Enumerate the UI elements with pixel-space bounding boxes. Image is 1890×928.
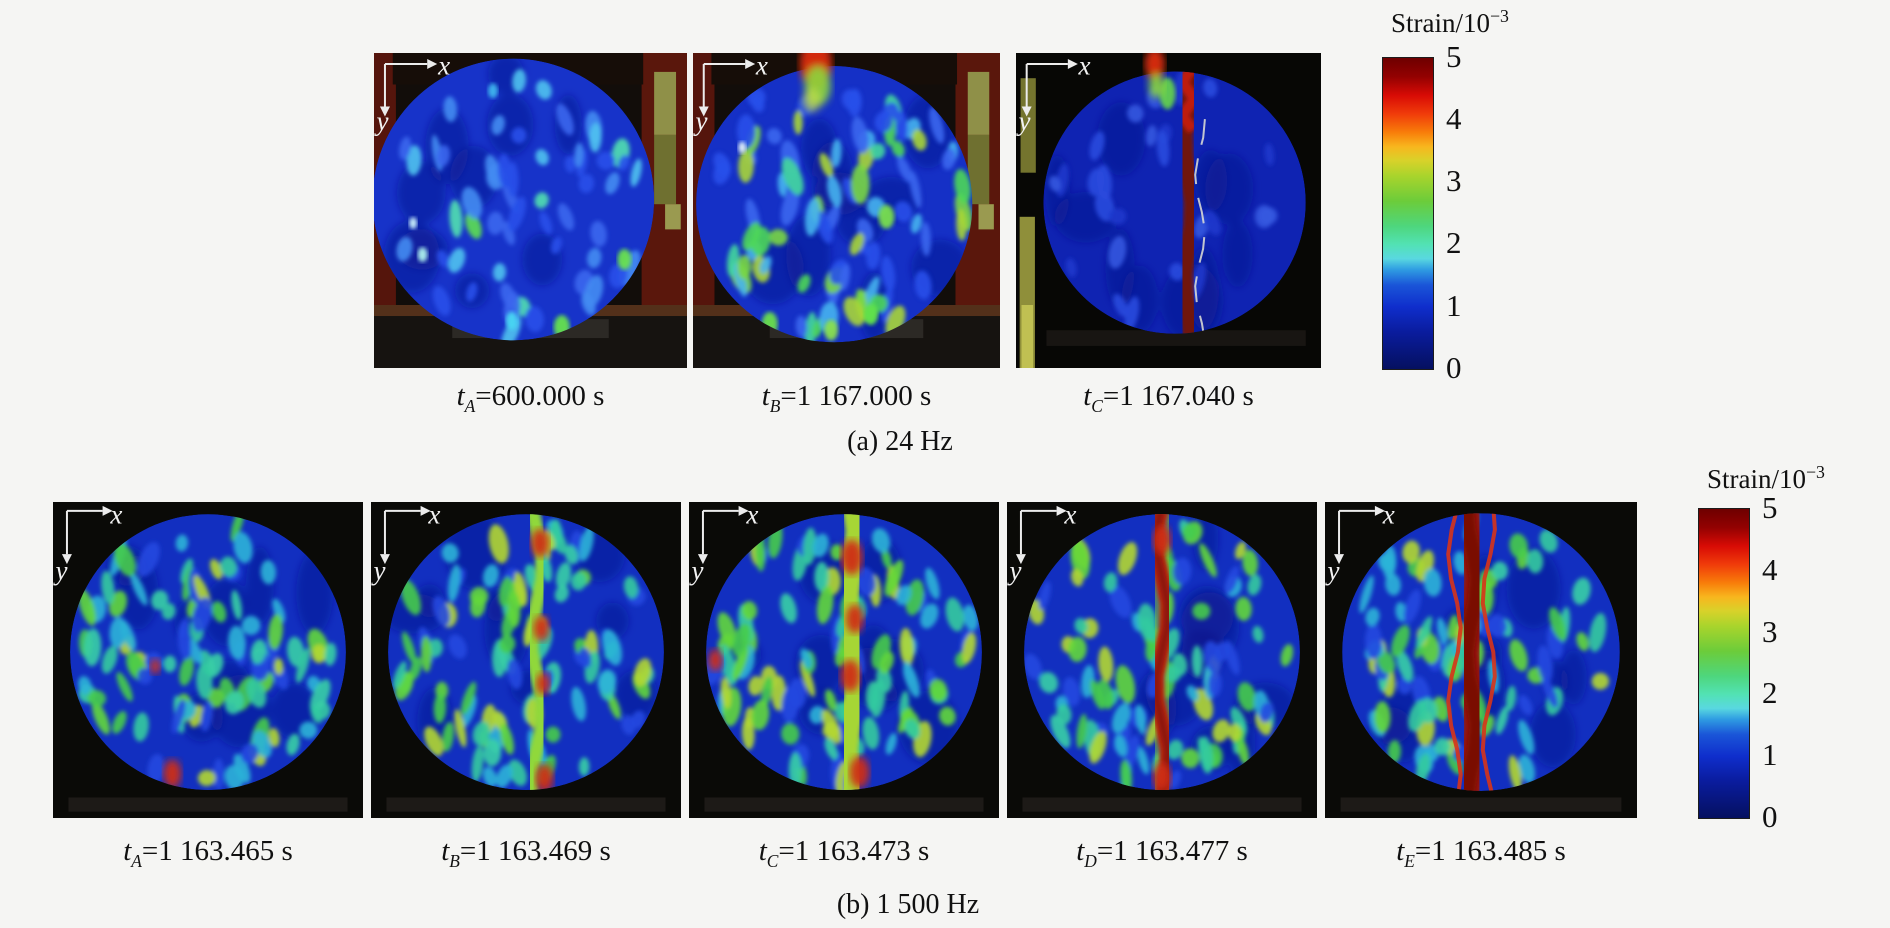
colorbar-title-base: Strain/10 [1707, 464, 1807, 494]
x-axis-label: x [1078, 53, 1091, 80]
time-label-b-E: tE=1 163.485 s [1325, 835, 1637, 871]
time-label-b-A: tA=1 163.465 s [53, 835, 363, 871]
colorbar1-tick-2: 2 [1446, 225, 1462, 260]
time-value: =1 163.469 s [459, 835, 611, 867]
colorbar-title-base: Strain/10 [1391, 8, 1491, 38]
time-variable: t [758, 835, 767, 867]
colorbar-gradient-2 [1698, 508, 1750, 819]
colorbar2-tick-4: 4 [1762, 552, 1778, 587]
y-axis-label: y [53, 555, 67, 585]
time-variable: t [123, 835, 132, 867]
y-axis-label: y [1016, 106, 1030, 136]
x-axis-label: x [427, 502, 440, 529]
x-axis-label: x [109, 502, 122, 529]
x-axis-label: x [1382, 502, 1395, 529]
colorbar2-tick-1: 1 [1762, 737, 1778, 772]
x-axis-label: x [755, 53, 768, 80]
axis-arrows-icon [379, 59, 438, 117]
y-axis-label: y [371, 555, 385, 585]
strain-heatmap-svg: xy [689, 502, 999, 818]
colorbar-title-1: Strain/10−3 [1370, 6, 1530, 39]
axis-arrows-icon [1334, 505, 1385, 565]
colorbar2-tick-3: 3 [1762, 614, 1778, 649]
colorbar1-tick-4: 4 [1446, 101, 1462, 136]
y-axis-label: y [1325, 555, 1339, 585]
time-label-a-A: tA=600.000 s [374, 380, 687, 416]
colorbar-title-2: Strain/10−3 [1686, 462, 1846, 495]
y-axis-label: y [1007, 555, 1021, 585]
time-value: =1 167.000 s [780, 380, 932, 412]
colorbar1-tick-5: 5 [1446, 39, 1462, 74]
time-subscript: C [766, 850, 779, 871]
caption-row-a: (a) 24 Hz [847, 426, 953, 457]
colorbar1-tick-3: 3 [1446, 163, 1462, 198]
colorbar-title-exponent: −3 [1490, 6, 1509, 26]
axis-arrows-icon [1015, 505, 1067, 565]
time-subscript: B [769, 395, 781, 416]
time-label-b-D: tD=1 163.477 s [1007, 835, 1317, 871]
colorbar1-tick-1: 1 [1446, 288, 1462, 323]
strain-heatmap-svg: xy [1007, 502, 1317, 818]
y-axis-label: y [689, 555, 703, 585]
time-label-b-C: tC=1 163.473 s [689, 835, 999, 871]
colorbar2-tick-2: 2 [1762, 675, 1778, 710]
x-axis-label: x [745, 502, 758, 529]
x-axis-label: x [1063, 502, 1076, 529]
x-axis-label: x [437, 53, 450, 80]
time-value: =1 167.040 s [1102, 380, 1254, 412]
strain-heatmap-svg: xy [53, 502, 363, 818]
time-label-a-C: tC=1 167.040 s [1016, 380, 1321, 416]
colorbar2-tick-5: 5 [1762, 490, 1778, 525]
axis-arrows-icon [379, 505, 431, 565]
time-value: =1 163.473 s [778, 835, 930, 867]
time-label-a-B: tB=1 167.000 s [693, 380, 1000, 416]
time-subscript: B [449, 850, 460, 871]
time-subscript: D [1084, 850, 1097, 871]
axis-arrows-icon [698, 59, 756, 117]
axis-arrows-icon [697, 505, 749, 565]
time-variable: t [761, 380, 770, 412]
strain-heatmap-svg: xy [693, 53, 1000, 368]
time-variable: t [456, 380, 465, 412]
time-variable: t [441, 835, 450, 867]
time-value: =1 163.485 s [1414, 835, 1566, 867]
time-variable: t [1083, 380, 1092, 412]
strain-heatmap-svg: xy [1016, 53, 1321, 368]
axis-arrows-icon [1021, 59, 1078, 117]
y-axis-label: y [693, 106, 707, 136]
time-subscript: A [131, 850, 142, 871]
colorbar2-tick-0: 0 [1762, 799, 1778, 834]
strain-heatmap-svg: xy [374, 53, 687, 368]
time-subscript: A [464, 395, 476, 416]
colorbar-title-exponent: −3 [1806, 462, 1825, 482]
time-variable: t [1396, 835, 1405, 867]
strain-heatmap-svg: xy [371, 502, 681, 818]
axis-arrows-icon [61, 505, 113, 565]
time-value: =1 163.465 s [141, 835, 293, 867]
time-subscript: E [1404, 850, 1415, 871]
colorbar1-tick-0: 0 [1446, 350, 1462, 385]
caption-row-b: (b) 1 500 Hz [836, 889, 980, 920]
time-value: =1 163.477 s [1096, 835, 1248, 867]
time-variable: t [1076, 835, 1085, 867]
time-label-b-B: tB=1 163.469 s [371, 835, 681, 871]
y-axis-label: y [374, 106, 389, 136]
colorbar-gradient-1 [1382, 57, 1434, 370]
time-subscript: C [1091, 395, 1103, 416]
strain-heatmap-svg: xy [1325, 502, 1637, 818]
time-value: =600.000 s [475, 380, 605, 412]
